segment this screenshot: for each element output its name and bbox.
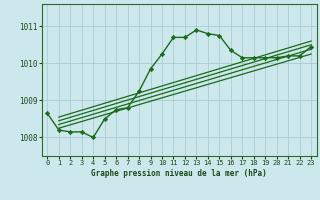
X-axis label: Graphe pression niveau de la mer (hPa): Graphe pression niveau de la mer (hPa)	[91, 169, 267, 178]
